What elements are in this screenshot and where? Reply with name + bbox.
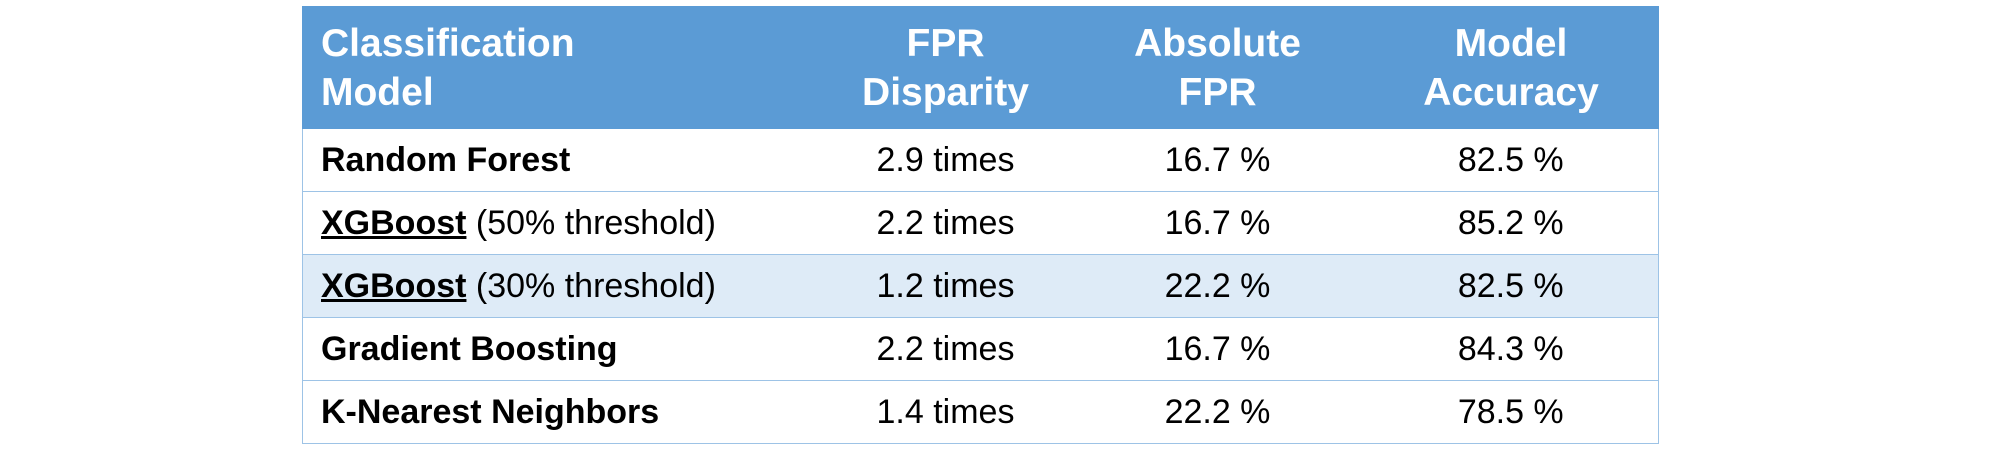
accuracy-cell: 82.5 %	[1363, 128, 1659, 192]
model-name: K-Nearest Neighbors	[321, 392, 660, 431]
model-name: XGBoost	[321, 266, 467, 305]
model-cell: XGBoost (50% threshold)	[302, 191, 820, 255]
absolute-fpr-cell: 16.7 %	[1071, 128, 1364, 192]
fpr-disparity-cell: 2.2 times	[819, 191, 1072, 255]
header-model-accuracy: Model Accuracy	[1363, 6, 1659, 129]
header-line: Disparity	[862, 70, 1029, 114]
table-row: XGBoost (50% threshold) 2.2 times 16.7 %…	[302, 191, 1659, 255]
table-row: XGBoost (30% threshold) 1.2 times 22.2 %…	[302, 254, 1659, 318]
absolute-fpr-cell: 16.7 %	[1071, 317, 1364, 381]
absolute-fpr-cell: 16.7 %	[1071, 191, 1364, 255]
model-note: (30% threshold)	[466, 266, 716, 305]
model-name: Random Forest	[321, 140, 571, 179]
header-absolute-fpr: Absolute FPR	[1071, 6, 1364, 129]
accuracy-cell: 85.2 %	[1363, 191, 1659, 255]
header-line: Classification	[321, 21, 575, 65]
table-row: Gradient Boosting 2.2 times 16.7 % 84.3 …	[302, 317, 1659, 381]
absolute-fpr-cell: 22.2 %	[1071, 380, 1364, 444]
accuracy-cell: 84.3 %	[1363, 317, 1659, 381]
model-cell: Gradient Boosting	[302, 317, 820, 381]
model-cell: Random Forest	[302, 128, 820, 192]
model-comparison-table: Classification Model FPR Disparity Absol…	[302, 6, 1659, 444]
accuracy-cell: 78.5 %	[1363, 380, 1659, 444]
absolute-fpr-cell: 22.2 %	[1071, 254, 1364, 318]
header-line: Absolute	[1134, 21, 1301, 65]
header-fpr-disparity: FPR Disparity	[819, 6, 1072, 129]
header-line: Accuracy	[1423, 70, 1599, 114]
fpr-disparity-cell: 1.4 times	[819, 380, 1072, 444]
model-name: XGBoost	[321, 203, 467, 242]
model-cell: K-Nearest Neighbors	[302, 380, 820, 444]
table-header-row: Classification Model FPR Disparity Absol…	[302, 6, 1659, 129]
table-row: Random Forest 2.9 times 16.7 % 82.5 %	[302, 128, 1659, 192]
header-line: Model	[321, 70, 434, 114]
fpr-disparity-cell: 2.9 times	[819, 128, 1072, 192]
model-cell: XGBoost (30% threshold)	[302, 254, 820, 318]
header-line: Model	[1454, 21, 1568, 65]
model-note: (50% threshold)	[466, 203, 716, 242]
fpr-disparity-cell: 1.2 times	[819, 254, 1072, 318]
fpr-disparity-cell: 2.2 times	[819, 317, 1072, 381]
header-line: FPR	[1178, 70, 1257, 114]
accuracy-cell: 82.5 %	[1363, 254, 1659, 318]
header-classification-model: Classification Model	[302, 6, 820, 129]
comparison-table-container: Classification Model FPR Disparity Absol…	[302, 6, 1659, 444]
header-line: FPR	[906, 21, 985, 65]
table-row: K-Nearest Neighbors 1.4 times 22.2 % 78.…	[302, 380, 1659, 444]
model-name: Gradient Boosting	[321, 329, 618, 368]
